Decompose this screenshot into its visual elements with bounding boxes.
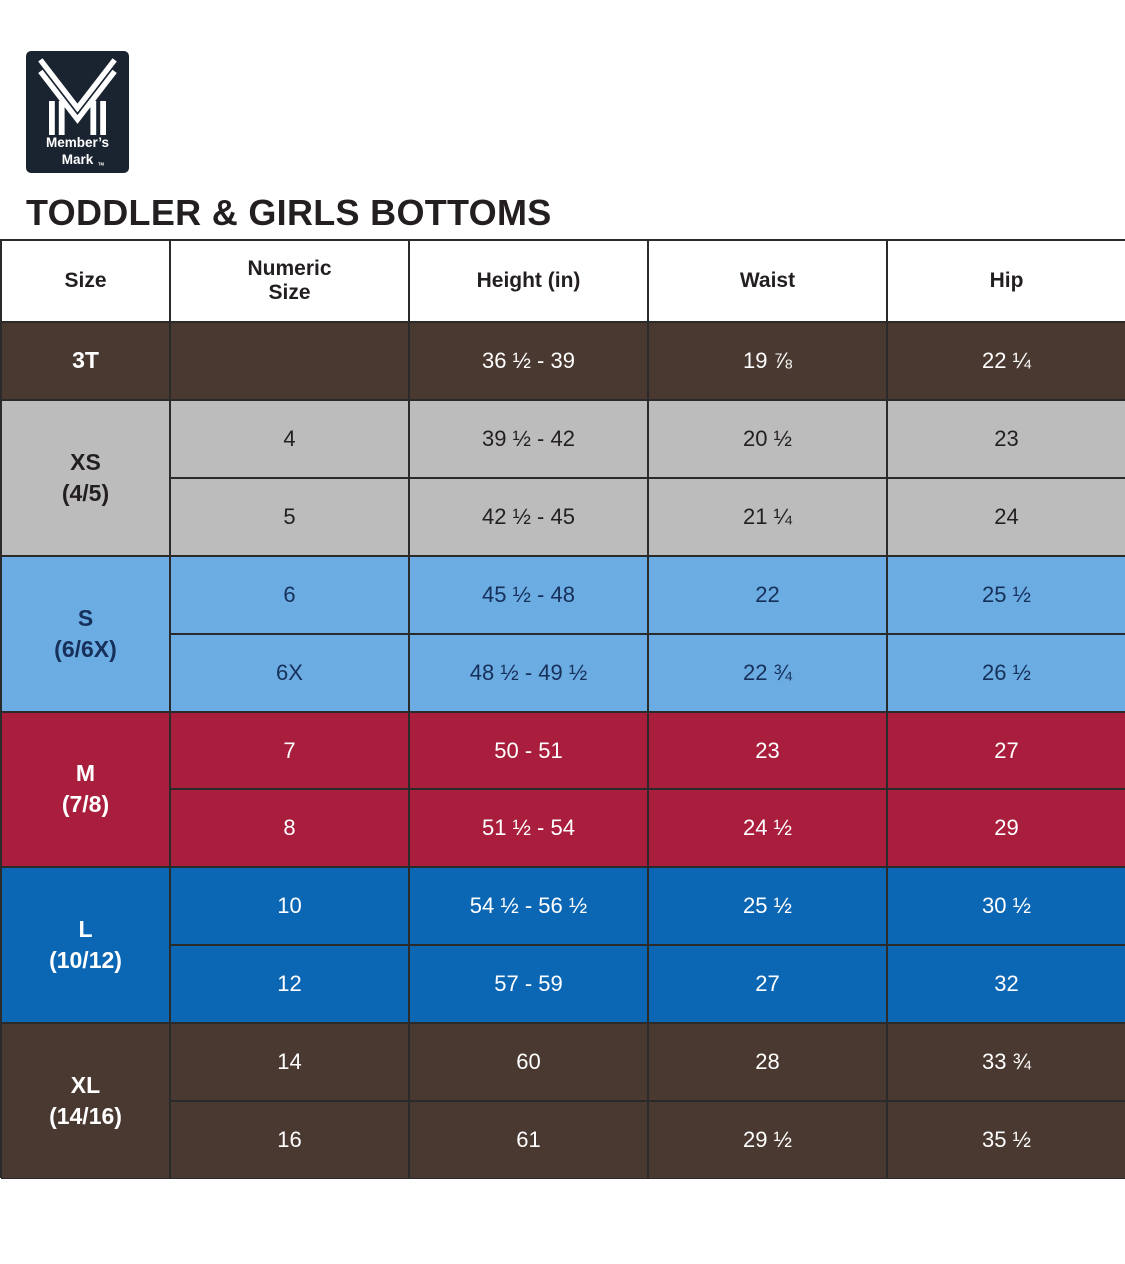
svg-text:TM: TM — [98, 162, 105, 167]
svg-text:Mark: Mark — [62, 152, 94, 167]
svg-text:Member’s: Member’s — [46, 135, 109, 150]
